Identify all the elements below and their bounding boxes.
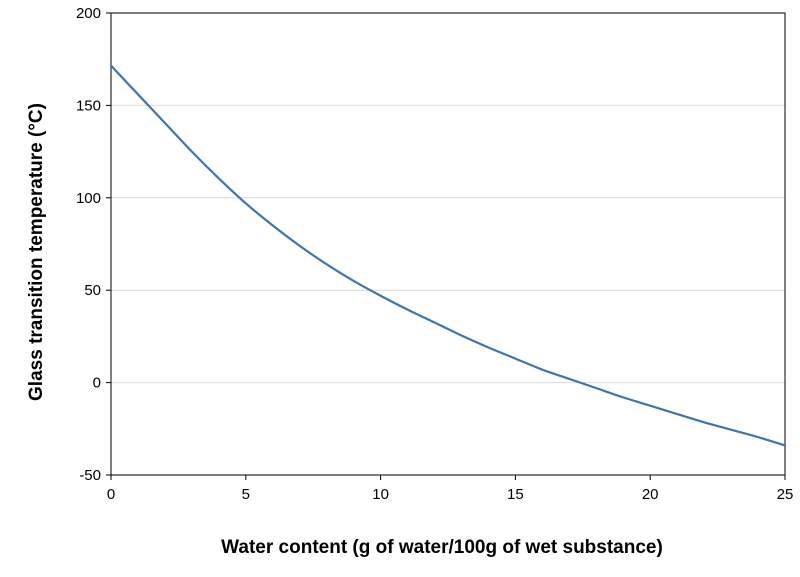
series-layer [109, 64, 787, 447]
y-tick-label: 50 [84, 282, 101, 299]
y-tick-label: 200 [76, 5, 101, 22]
tick-labels: -50 0 50 100 150 200 0 5 10 15 20 25 [76, 5, 793, 503]
x-tick-label: 15 [507, 486, 524, 503]
series-line [109, 64, 787, 447]
y-tick-label: -50 [79, 467, 101, 484]
x-tick-label: 5 [242, 486, 250, 503]
y-tick-label: 0 [93, 375, 101, 392]
y-tick-label: 150 [76, 97, 101, 114]
tick-marks [106, 12, 786, 480]
y-axis-title: Glass transition temperature (°C) [26, 103, 47, 401]
x-axis-title: Water content (g of water/100g of wet su… [221, 537, 663, 558]
plot-area-frame [110, 12, 786, 476]
x-tick-label: 20 [642, 486, 659, 503]
x-tick-label: 25 [777, 486, 794, 503]
x-tick-label: 0 [107, 486, 115, 503]
x-tick-label: 10 [372, 486, 389, 503]
y-tick-label: 100 [76, 190, 101, 207]
gridlines [111, 104, 785, 384]
